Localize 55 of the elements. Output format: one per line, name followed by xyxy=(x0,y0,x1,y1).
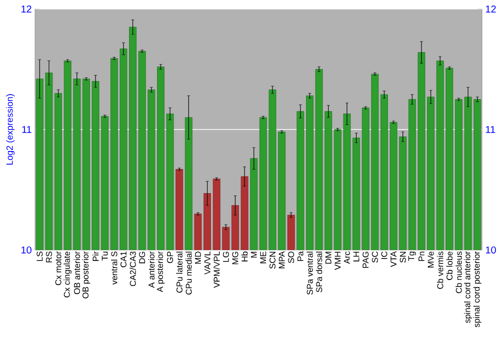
x-tick-label: Cb lobe xyxy=(446,252,453,280)
x-tick-label: Pa xyxy=(297,251,304,261)
x-tick-label: VMH xyxy=(334,252,341,270)
x-tick-label: MPA xyxy=(278,251,285,268)
y2-tick-label: 11 xyxy=(486,126,496,133)
x-tick-label: Hb xyxy=(241,252,248,262)
x-tick-label: spinal cord posterior xyxy=(473,251,482,328)
x-tick-label: MG xyxy=(232,252,238,264)
x-tick-label: LS xyxy=(36,252,43,261)
x-tick-label: SPa dorsal xyxy=(316,252,322,292)
x-tick-label: SCN xyxy=(269,252,276,269)
x-tick-label: Tg xyxy=(408,252,416,261)
x-tick-label: Cb vermis xyxy=(436,252,444,289)
x-tick-label: spinal cord anterior xyxy=(464,251,472,323)
x-tick-label: CPu medial xyxy=(186,252,192,295)
y-axis-title: Log2 (expression) xyxy=(6,94,15,165)
x-tick-label: A anterior xyxy=(148,251,155,288)
x-tick-label: SN xyxy=(400,252,406,263)
x-tick-label: Tu xyxy=(102,252,108,261)
x-tick-label: Cx cingulate xyxy=(64,252,72,298)
x-tick-label: ME xyxy=(260,252,266,264)
x-tick-label: GP xyxy=(167,252,174,264)
x-tick-label: CA2/CA3 xyxy=(130,252,136,286)
y2-tick-label: 10 xyxy=(486,246,496,254)
x-tick-label: A posterior xyxy=(156,251,165,292)
x-tick-label: Arc xyxy=(344,251,350,264)
x-tick-label: RS xyxy=(46,252,52,262)
x-tick-label: LG xyxy=(222,252,229,262)
y-tick-label: 11 xyxy=(22,126,32,133)
x-tick-label: Cx motor xyxy=(55,251,62,286)
x-tick-label: VA/VL xyxy=(204,251,210,275)
x-tick-label: DM xyxy=(325,252,332,264)
x-tick-label: ventral S xyxy=(111,252,118,285)
y-tick-label: 10 xyxy=(22,246,32,254)
x-tick-label: SPa ventral xyxy=(306,252,313,295)
x-tick-label: MD xyxy=(195,252,201,264)
x-tick-label: VTA xyxy=(390,251,396,268)
x-tick-label: SC xyxy=(372,252,378,263)
x-tick-label: VPM/VPL xyxy=(213,251,220,288)
x-tick-label: Pir xyxy=(92,251,99,261)
x-tick-label: IC xyxy=(381,252,388,259)
x-tick-label: SO xyxy=(288,252,294,264)
x-tick-label: Cb nucleus xyxy=(456,252,462,294)
x-tick-label: PAG xyxy=(362,252,369,268)
x-tick-label: OB anterior xyxy=(74,251,80,294)
x-tick-label: MVe xyxy=(428,252,434,268)
x-tick-label: LH xyxy=(353,252,360,262)
x-tick-label: Pn xyxy=(418,252,424,261)
y2-tick-label: 12 xyxy=(486,6,496,12)
x-tick-label: DG xyxy=(139,252,146,264)
x-tick-label: CA1 xyxy=(120,252,126,268)
x-tick-label: OB posterior xyxy=(82,251,90,298)
x-tick-label: CPu lateral xyxy=(176,252,182,293)
x-tick-label: M xyxy=(250,252,257,258)
y-tick-label: 12 xyxy=(22,6,32,12)
